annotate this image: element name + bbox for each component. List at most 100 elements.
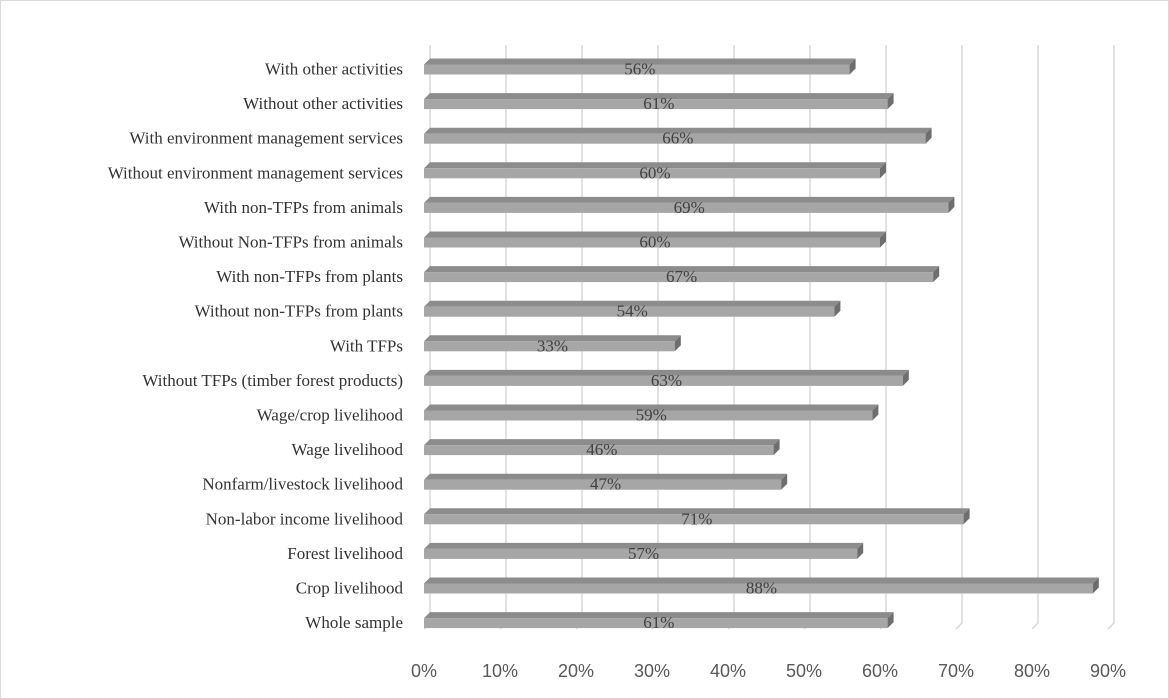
- bar-end-face: [1092, 577, 1099, 594]
- bar: [424, 341, 675, 352]
- bar: [424, 202, 949, 213]
- data-label: 88%: [746, 579, 777, 598]
- bar-end-face: [933, 266, 940, 283]
- category-label: With TFPs: [330, 336, 403, 355]
- x-tick-label: 20%: [558, 661, 594, 681]
- bar: [424, 618, 888, 629]
- bar-top-face: [424, 335, 681, 342]
- bar-top-face: [424, 93, 894, 100]
- bar-top-face: [424, 577, 1099, 584]
- data-label: 66%: [662, 129, 693, 148]
- bar-end-face: [781, 473, 788, 490]
- bar-end-face: [857, 542, 864, 559]
- gridline: [1107, 45, 1115, 630]
- data-label: 60%: [639, 163, 670, 182]
- bar: [424, 548, 858, 559]
- bar: [424, 64, 850, 75]
- category-label: Non-labor income livelihood: [206, 509, 404, 528]
- category-label: With other activities: [265, 60, 403, 79]
- data-labels: 56% 61% 66% 60%69%60% 67% 54% 33% 63% 59% 46% 47% 7…: [537, 60, 777, 633]
- x-tick-label: 0%: [411, 661, 437, 681]
- data-label: 46%: [586, 440, 617, 459]
- bar-end-face: [880, 162, 886, 179]
- data-label: 54%: [617, 302, 648, 321]
- bar: [424, 168, 880, 179]
- bar: [424, 375, 903, 386]
- data-label: 69%: [674, 198, 705, 217]
- category-label: Without non-TFPs from plants: [194, 302, 403, 321]
- bar-top-face: [424, 196, 955, 203]
- data-label: 47%: [590, 475, 621, 494]
- bar-top-face: [424, 508, 970, 515]
- data-label: 56%: [624, 60, 655, 79]
- x-tick-label: 10%: [482, 661, 518, 681]
- gridline: [1031, 45, 1039, 630]
- bar-end-face: [902, 369, 909, 386]
- bar-top-face: [424, 162, 886, 169]
- category-label: Nonfarm/livestock livelihood: [202, 475, 403, 494]
- bar-top-face: [424, 473, 788, 480]
- category-label: Without other activities: [243, 94, 403, 113]
- data-label: 63%: [651, 371, 682, 390]
- bar-end-face: [887, 612, 894, 629]
- data-label: 61%: [643, 613, 674, 632]
- bar-end-face: [872, 404, 879, 421]
- category-label: Crop livelihood: [296, 579, 404, 598]
- bar-end-face: [925, 127, 932, 144]
- category-label: With non-TFPs from animals: [204, 198, 403, 217]
- bars: [424, 58, 1099, 629]
- bar: [424, 272, 934, 283]
- bar: [424, 306, 835, 317]
- bar-end-face: [948, 196, 955, 213]
- x-tick-label: 70%: [938, 661, 974, 681]
- data-label: 57%: [628, 544, 659, 563]
- bar-top-face: [424, 266, 940, 273]
- category-label: Without Non-TFPs from animals: [178, 233, 403, 252]
- data-label: 33%: [537, 336, 568, 355]
- x-tick-label: 60%: [862, 661, 898, 681]
- bar-end-face: [880, 231, 886, 248]
- bar-top-face: [424, 300, 841, 307]
- data-label: 59%: [636, 406, 667, 425]
- category-label: Whole sample: [305, 613, 403, 632]
- x-tick-label: 90%: [1090, 661, 1126, 681]
- bar-end-face: [887, 93, 894, 110]
- bar: [424, 445, 774, 456]
- bar-top-face: [424, 58, 856, 65]
- bar-end-face: [674, 335, 681, 352]
- category-label: Without TFPs (timber forest products): [142, 371, 403, 390]
- data-label: 60%: [639, 233, 670, 252]
- data-label: 61%: [643, 94, 674, 113]
- bar-top-face: [424, 612, 894, 619]
- x-tick-label: 80%: [1014, 661, 1050, 681]
- bar-top-face: [424, 369, 909, 376]
- bar-top-face: [424, 542, 864, 549]
- bar: [424, 514, 964, 525]
- data-label: 71%: [681, 509, 712, 528]
- bar-top-face: [424, 127, 932, 134]
- x-tick-label: 30%: [634, 661, 670, 681]
- category-label: Wage livelihood: [292, 440, 404, 459]
- bar-top-face: [424, 439, 780, 446]
- bar-end-face: [849, 58, 856, 75]
- x-tick-label: 40%: [710, 661, 746, 681]
- bar: [424, 237, 880, 248]
- category-label: Wage/crop livelihood: [257, 406, 404, 425]
- bar-end-face: [834, 300, 841, 317]
- category-labels: With other activities Without other activ…: [108, 60, 404, 633]
- bar: [424, 583, 1093, 594]
- bar-end-face: [773, 439, 780, 456]
- x-tick-label: 50%: [786, 661, 822, 681]
- bar: [424, 479, 782, 490]
- bar-top-face: [424, 231, 886, 238]
- x-axis-tick-labels: 0% 10% 20% 30% 40% 50% 60% 70% 80% 90%: [411, 661, 1126, 681]
- category-label: Forest livelihood: [287, 544, 403, 563]
- bar: [424, 410, 873, 421]
- gridline: [955, 45, 963, 630]
- bar: [424, 99, 888, 110]
- bar-top-face: [424, 404, 879, 411]
- data-label: 67%: [666, 267, 697, 286]
- category-label: Without environment management services: [108, 163, 403, 182]
